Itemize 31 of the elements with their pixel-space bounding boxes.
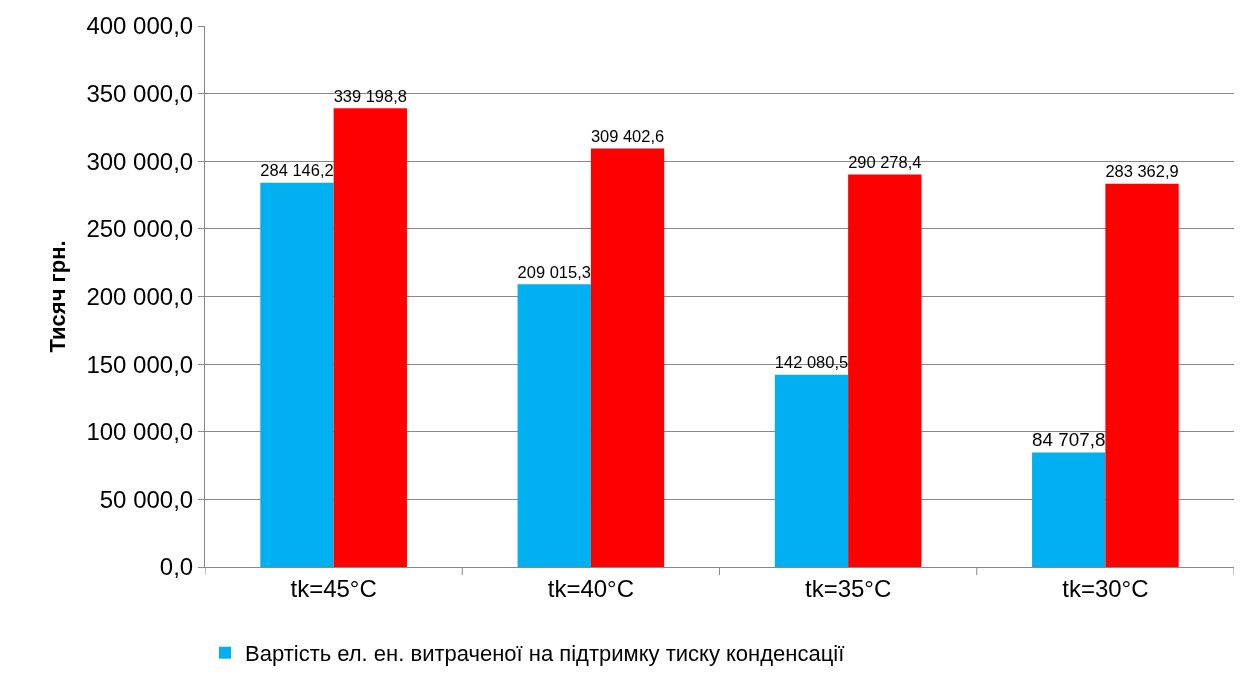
y-tick-label: 150 000,0 [86, 350, 194, 378]
data-label: 209 015,3 [517, 262, 591, 281]
x-tick-label: tk=40°C [547, 574, 635, 602]
bar [848, 174, 922, 567]
bar [1105, 183, 1179, 567]
x-tick-label: tk=30°C [1062, 574, 1149, 602]
y-tick-label: 250 000,0 [86, 215, 194, 243]
y-tick-label: 50 000,0 [99, 485, 194, 513]
y-tick-label: 200 000,0 [86, 282, 194, 310]
data-label: 283 362,9 [1105, 162, 1179, 181]
bar [774, 374, 849, 567]
data-label: 339 198,8 [333, 86, 407, 105]
data-label: 84 707,8 [1032, 428, 1106, 450]
bar [590, 148, 665, 567]
y-tick-label: 400 000,0 [86, 12, 194, 40]
bar [260, 182, 334, 567]
x-tick-label: tk=35°C [804, 574, 892, 602]
bar [517, 284, 591, 567]
data-label: 290 278,4 [848, 152, 922, 171]
y-tick-label: 350 000,0 [86, 80, 194, 108]
legend-label: Вартість ел. ен. витраченої на підтримку тиску конденсації [245, 641, 845, 667]
data-label: 142 080,5 [774, 353, 849, 372]
data-label: 309 402,6 [590, 127, 665, 146]
y-axis-title: Тисяч грн. [45, 240, 71, 353]
bar [333, 108, 407, 567]
x-tick-label: tk=45°C [290, 574, 377, 602]
data-label: 284 146,2 [260, 161, 334, 180]
y-tick-label: 0,0 [159, 553, 194, 581]
y-tick-label: 100 000,0 [86, 418, 194, 446]
y-tick-label: 300 000,0 [86, 147, 194, 175]
bar [1032, 452, 1106, 567]
